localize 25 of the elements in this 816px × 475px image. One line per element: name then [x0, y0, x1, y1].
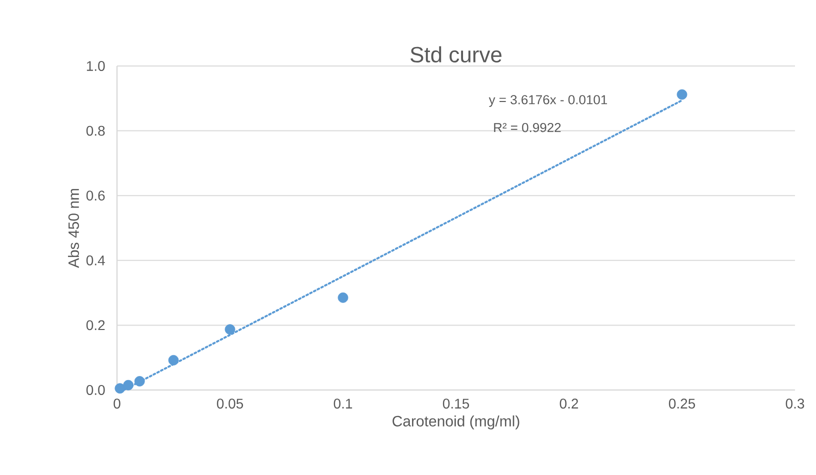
point: [676, 89, 688, 100]
x-axis-title: Carotenoid (mg/ml): [392, 415, 520, 430]
x-tick-label: 0.2: [560, 398, 578, 409]
annotation: y = 3.6176x - 0.0101: [488, 95, 608, 107]
x-tick-label: 0.1: [334, 398, 352, 409]
point: [123, 380, 134, 390]
y-tick-label: 0.4: [86, 255, 105, 266]
point: [224, 324, 236, 335]
y-tick-label: 1.0: [86, 61, 105, 71]
x-tick-label: 0.3: [786, 398, 804, 409]
x-tick-label: 0.25: [668, 398, 696, 409]
y-axis-title: Abs 450 nm: [68, 189, 80, 268]
y-tick-label: 0.8: [86, 126, 105, 136]
x-tick-label: 0.15: [442, 398, 470, 409]
chart-title: Std curve: [410, 46, 502, 62]
x-tick-label: 0: [114, 398, 120, 409]
annotation: R² = 0.9922: [494, 122, 561, 132]
point: [338, 292, 348, 303]
x-tick-label: 0.05: [216, 398, 244, 409]
point: [168, 354, 179, 366]
point: [114, 383, 126, 394]
y-tick-label: 0.6: [86, 190, 105, 201]
y-tick-label: 0.0: [86, 385, 105, 395]
y-tick-label: 0.2: [86, 320, 105, 330]
point: [134, 376, 145, 386]
